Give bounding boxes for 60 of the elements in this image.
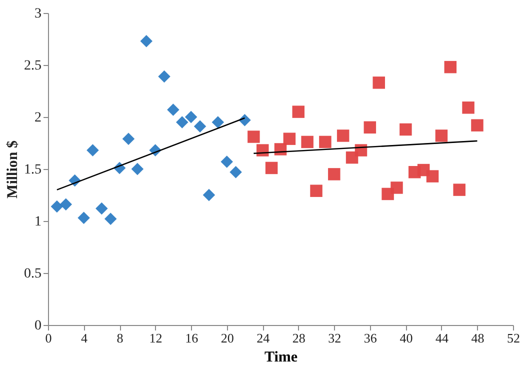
x-tick-label: 4	[81, 330, 88, 346]
point	[131, 162, 144, 176]
point	[453, 184, 466, 196]
x-tick-label: 40	[400, 330, 413, 346]
point	[390, 182, 403, 194]
y-tick-label: 1.5	[24, 162, 42, 178]
x-tick-label: 8	[116, 330, 124, 346]
point	[310, 184, 322, 197]
point	[220, 156, 233, 168]
x-tick-label: 20	[220, 330, 234, 346]
y-axis-title: Million $	[5, 140, 21, 198]
point	[265, 162, 278, 174]
point	[212, 116, 224, 128]
point	[167, 104, 180, 116]
point	[319, 136, 332, 148]
point	[283, 132, 296, 145]
point	[426, 170, 439, 182]
x-tick-label: 36	[364, 330, 378, 346]
point	[194, 120, 206, 132]
point	[364, 121, 376, 134]
point	[230, 166, 242, 178]
point	[372, 76, 385, 89]
point	[86, 144, 99, 156]
point	[400, 123, 412, 136]
point	[60, 198, 72, 210]
x-tick-label: 0	[45, 330, 52, 346]
x-tick-label: 32	[328, 330, 342, 346]
point	[96, 202, 108, 215]
x-tick-label: 48	[471, 330, 484, 346]
y-tick-label: 2	[34, 110, 42, 126]
x-tick-label: 52	[507, 330, 520, 346]
point	[435, 130, 448, 142]
point	[104, 212, 117, 226]
x-axis-title: Time	[264, 350, 298, 366]
point	[444, 60, 457, 74]
y-tick-label: 3	[34, 6, 42, 22]
point	[50, 200, 64, 213]
point	[471, 119, 484, 132]
x-tick-label: 28	[292, 330, 306, 346]
point	[140, 34, 152, 48]
x-tick-label: 12	[149, 330, 162, 346]
point	[301, 136, 314, 148]
y-tick-label: 0.5	[24, 266, 42, 282]
point	[158, 70, 170, 83]
point	[122, 132, 135, 145]
x-tick-label: 16	[185, 330, 199, 346]
point	[78, 212, 90, 224]
y-tick-label: 2.5	[24, 58, 42, 74]
point	[336, 130, 350, 142]
point	[292, 106, 305, 118]
x-tick-label: 44	[435, 330, 449, 346]
point	[248, 130, 260, 143]
point	[462, 102, 474, 114]
y-tick-label: 0	[34, 318, 42, 334]
point	[202, 188, 216, 202]
point	[184, 110, 198, 124]
point	[328, 168, 340, 180]
y-tick-label: 1	[34, 214, 42, 230]
x-tick-label: 24	[256, 330, 270, 346]
point	[176, 116, 188, 128]
